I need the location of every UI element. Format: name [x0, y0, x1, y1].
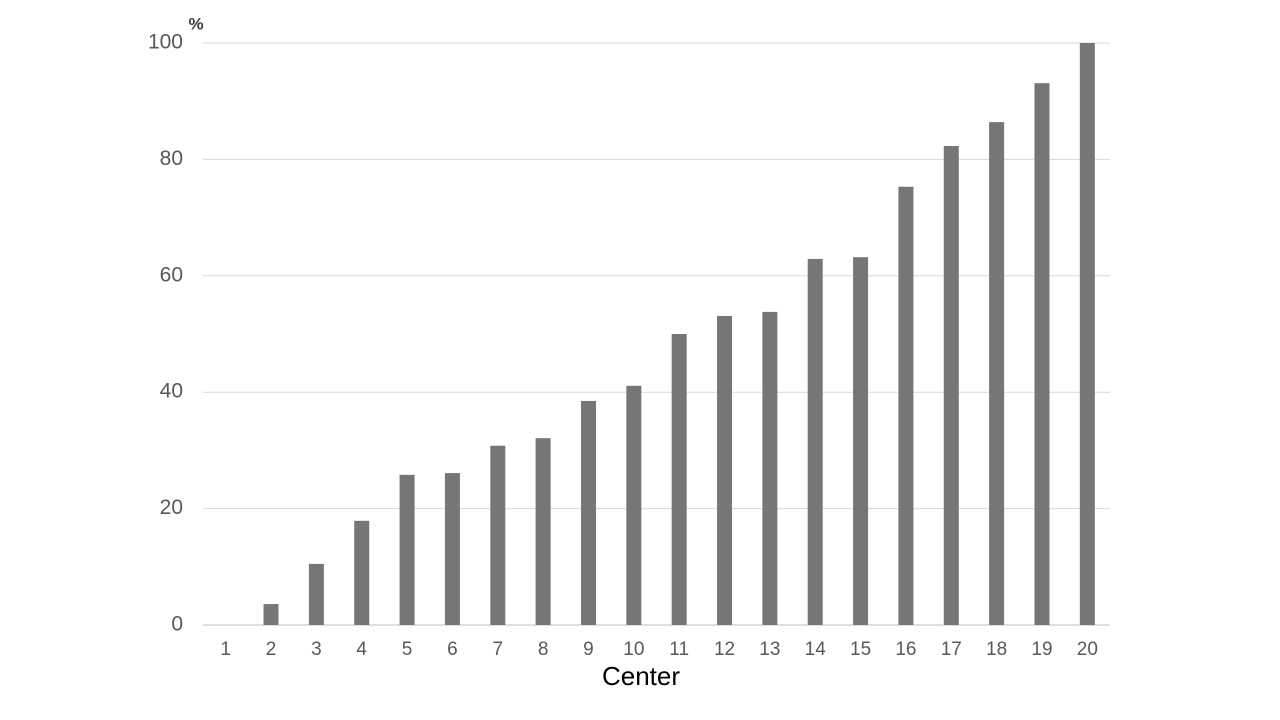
y-axis-unit: %	[188, 14, 203, 33]
x-tick-label: 8	[538, 639, 549, 660]
x-tick-label: 15	[850, 639, 871, 660]
x-tick-label: 17	[941, 639, 962, 660]
x-tick-label: 2	[266, 639, 277, 660]
bar	[898, 186, 914, 625]
bar	[853, 257, 869, 625]
x-tick-label: 1	[220, 639, 231, 660]
bar	[943, 146, 959, 625]
bar	[263, 604, 279, 625]
x-tick-label: 3	[311, 639, 322, 660]
bar	[762, 311, 778, 625]
y-tick-label: 40	[160, 380, 183, 403]
bar	[399, 474, 415, 625]
bar	[535, 438, 551, 625]
bar	[989, 122, 1005, 625]
bar	[626, 385, 642, 625]
bar	[1034, 83, 1050, 625]
x-tick-label: 18	[986, 639, 1007, 660]
y-tick-label: 80	[160, 147, 183, 170]
x-tick-label: 16	[895, 639, 916, 660]
y-tick-label: 20	[160, 496, 183, 519]
x-tick-label: 19	[1031, 639, 1052, 660]
x-tick-label: 14	[805, 639, 827, 660]
bar	[717, 315, 733, 625]
bar	[1079, 43, 1095, 625]
x-tick-label: 10	[623, 639, 644, 660]
y-tick-label: 0	[171, 613, 183, 636]
x-tick-label: 12	[714, 639, 735, 660]
x-tick-label: 9	[583, 639, 594, 660]
x-tick-label: 13	[759, 639, 780, 660]
bar	[354, 520, 370, 625]
bar	[444, 473, 460, 625]
x-tick-label: 6	[447, 639, 458, 660]
bar	[671, 334, 687, 625]
bar	[807, 258, 823, 625]
bar	[490, 445, 506, 625]
x-axis-title: Center	[602, 661, 680, 691]
x-tick-label: 7	[492, 639, 503, 660]
y-tick-label: 60	[160, 263, 183, 286]
x-tick-label: 11	[669, 639, 689, 660]
bar	[308, 563, 324, 625]
bar	[580, 400, 596, 625]
y-tick-label: 100	[148, 31, 183, 54]
x-tick-label: 5	[402, 639, 413, 660]
x-tick-label: 20	[1077, 639, 1098, 660]
x-tick-label: 4	[356, 639, 367, 660]
